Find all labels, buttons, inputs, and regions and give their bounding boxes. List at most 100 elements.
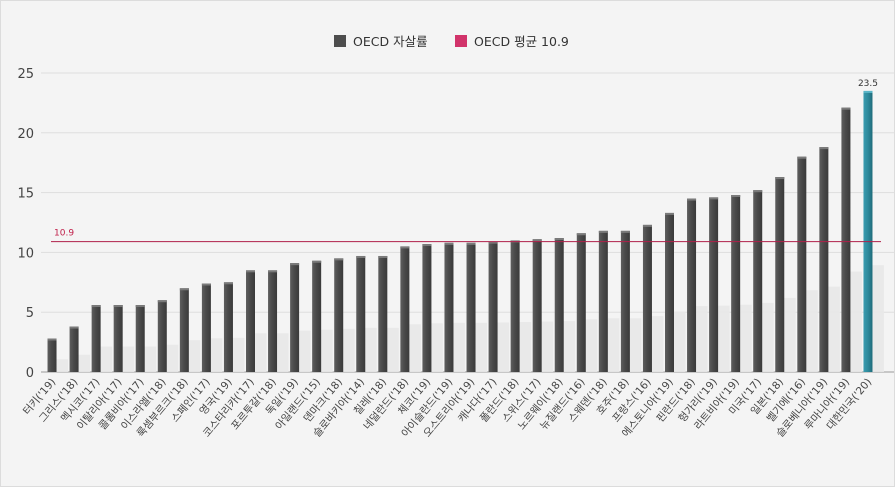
bar-shadow [275, 333, 289, 372]
bar-top [422, 244, 432, 247]
bar [378, 255, 388, 372]
bar [400, 246, 410, 372]
bar-top [863, 90, 873, 93]
bar-top [47, 338, 57, 341]
bar [268, 270, 278, 372]
bar [290, 263, 300, 372]
bar-shadow [363, 327, 377, 372]
bar [532, 239, 542, 372]
bar-shadow [55, 359, 69, 372]
legend-swatch-average [455, 35, 467, 47]
x-axis: 터키('19)그리스('18)멕시코('17)이탈리아('17)콜롬비아('17… [21, 376, 874, 440]
bar-shadow [341, 328, 355, 372]
bar-shadow [738, 304, 752, 372]
bar [422, 244, 432, 372]
bar-top [554, 238, 564, 241]
bar-shadow [518, 322, 532, 372]
bar [69, 326, 79, 372]
bar-top [598, 230, 608, 233]
bar [598, 230, 608, 372]
bar-top [819, 147, 829, 150]
bar [554, 238, 564, 372]
bar-shadow [143, 346, 157, 372]
bar-top [290, 263, 300, 266]
y-tick-label: 20 [17, 127, 34, 142]
bar-shadow [606, 318, 620, 372]
y-tick-label: 25 [17, 67, 34, 82]
bar [687, 198, 697, 372]
bar-top [642, 224, 652, 227]
bar-top [532, 239, 542, 242]
bar-shadow [99, 346, 113, 372]
bar-shadow [782, 297, 796, 372]
bar-shadow [650, 316, 664, 372]
bar-shadow [385, 327, 399, 372]
bar-top [113, 305, 123, 308]
legend: OECD 자살률 OECD 평균 10.9 [334, 34, 569, 49]
bar [157, 300, 167, 372]
bar [775, 177, 785, 372]
bar-top [731, 194, 741, 197]
bar-shadow [121, 346, 135, 372]
bar-shadow [187, 340, 201, 372]
bar-shadow [760, 302, 774, 372]
bar [201, 283, 211, 372]
bar-shadow [584, 319, 598, 372]
bar [753, 190, 763, 372]
bar-shadow [672, 311, 686, 372]
bar [356, 255, 366, 372]
bar [841, 107, 851, 373]
bar-shadow [848, 271, 862, 372]
bar-top [135, 305, 145, 308]
bar [47, 338, 57, 372]
legend-label-rate: OECD 자살률 [353, 34, 428, 49]
bar [488, 241, 498, 372]
bar-shadow [165, 344, 179, 372]
bars: 23.5 [47, 79, 878, 373]
bar-top [179, 288, 189, 291]
bar-shadow [804, 290, 818, 372]
legend-label-average: OECD 평균 10.9 [474, 34, 569, 49]
bar [863, 90, 873, 372]
bar [444, 242, 454, 372]
bar-top [620, 230, 630, 233]
average-line-label: 10.9 [54, 229, 74, 239]
bar-top [312, 260, 322, 263]
bar-top [69, 326, 79, 329]
bar [91, 305, 101, 372]
bar [312, 260, 322, 372]
bar [223, 282, 233, 372]
bar-shadow [407, 324, 421, 372]
bar-top [753, 190, 763, 193]
bar-top [246, 270, 255, 273]
bar-top [268, 270, 278, 273]
bar-shadow [253, 333, 267, 372]
bar [797, 156, 807, 372]
bar-top [841, 107, 851, 110]
bar [709, 197, 719, 372]
bar [620, 230, 630, 372]
bar-shadow [540, 321, 554, 372]
bar-shadow [496, 322, 510, 372]
bar-top [797, 156, 807, 159]
y-axis: 0 5 10 15 20 25 [17, 67, 34, 381]
bar-top [223, 282, 233, 285]
bar [113, 305, 123, 372]
bar [246, 270, 255, 372]
bar-top [334, 258, 344, 261]
y-tick-label: 5 [26, 306, 34, 321]
bar [576, 233, 586, 372]
bar-top [444, 242, 454, 245]
legend-swatch-rate [334, 35, 346, 47]
bar-top [400, 246, 410, 249]
bar-top [378, 255, 388, 258]
bar-top [576, 233, 586, 236]
bar-shadow [474, 322, 488, 372]
bar-shadow [297, 330, 311, 372]
bar [510, 240, 520, 372]
bar-top [91, 305, 101, 308]
bar-top [665, 212, 674, 215]
bar-top [687, 198, 697, 201]
bar-top [709, 197, 719, 200]
bar-shadow [231, 337, 245, 372]
